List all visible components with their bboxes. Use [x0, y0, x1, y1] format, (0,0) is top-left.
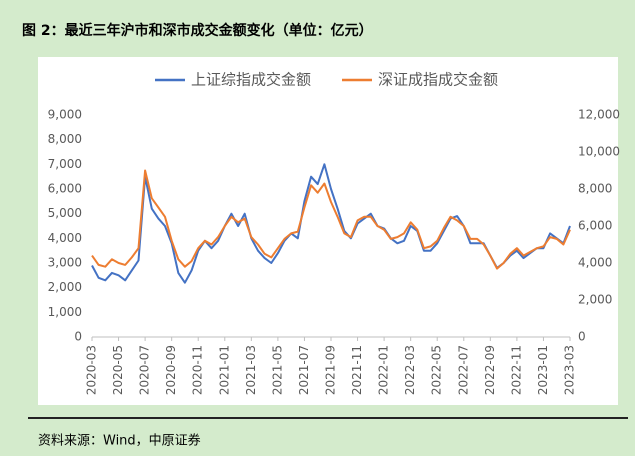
x-tick-label: 2022-03 [403, 345, 417, 395]
y2-tick-label: 6,000 [578, 219, 612, 233]
x-tick-label: 2023-01 [536, 345, 550, 395]
x-tick-label: 2021-11 [350, 345, 364, 395]
y2-tick-label: 4,000 [578, 256, 612, 270]
x-tick-label: 2021-09 [324, 345, 338, 395]
x-tick-label: 2020-11 [191, 345, 205, 395]
x-tick-label: 2022-05 [430, 345, 444, 395]
y-tick-label: 9,000 [48, 108, 82, 122]
y-tick-label: 3,000 [48, 256, 82, 270]
y-tick-label: 7,000 [48, 157, 82, 171]
x-tick-label: 2022-07 [456, 345, 470, 395]
x-tick-label: 2020-07 [138, 345, 152, 395]
x-tick-label: 2022-01 [377, 345, 391, 395]
y2-tick-label: 2,000 [578, 293, 612, 307]
y2-tick-label: 12,000 [578, 108, 620, 122]
y-tick-label: 8,000 [48, 132, 82, 146]
x-tick-label: 2021-05 [270, 345, 284, 395]
x-tick-label: 2021-03 [244, 345, 258, 395]
x-tick-label: 2020-09 [164, 345, 178, 395]
plot-panel [38, 57, 618, 405]
legend-label: 上证综指成交金额 [191, 71, 311, 89]
x-tick-label: 2022-09 [483, 345, 497, 395]
y2-tick-label: 8,000 [578, 182, 612, 196]
x-tick-label: 2023-03 [563, 345, 577, 395]
y2-tick-label: 10,000 [578, 145, 620, 159]
series-line [91, 169, 571, 270]
y-tick-label: 5,000 [48, 206, 82, 220]
y-tick-label: 4,000 [48, 231, 82, 245]
x-tick-label: 2020-05 [111, 345, 125, 395]
source: 资料来源：Wind，中原证券 [38, 433, 201, 449]
legend-label: 深证成指成交金额 [378, 71, 498, 89]
page-title: 图 2：最近三年沪市和深市成交金额变化（单位：亿元） [22, 22, 373, 39]
x-tick-label: 2021-01 [217, 345, 231, 395]
y2-tick-label: 0 [578, 330, 586, 344]
x-tick-label: 2021-07 [297, 345, 311, 395]
y-tick-label: 6,000 [48, 182, 82, 196]
y-tick-label: 1,000 [48, 305, 82, 319]
y-tick-label: 2,000 [48, 280, 82, 294]
x-tick-label: 2022-11 [509, 345, 523, 395]
x-tick-label: 2020-03 [85, 345, 99, 395]
y-tick-label: 0 [74, 330, 82, 344]
